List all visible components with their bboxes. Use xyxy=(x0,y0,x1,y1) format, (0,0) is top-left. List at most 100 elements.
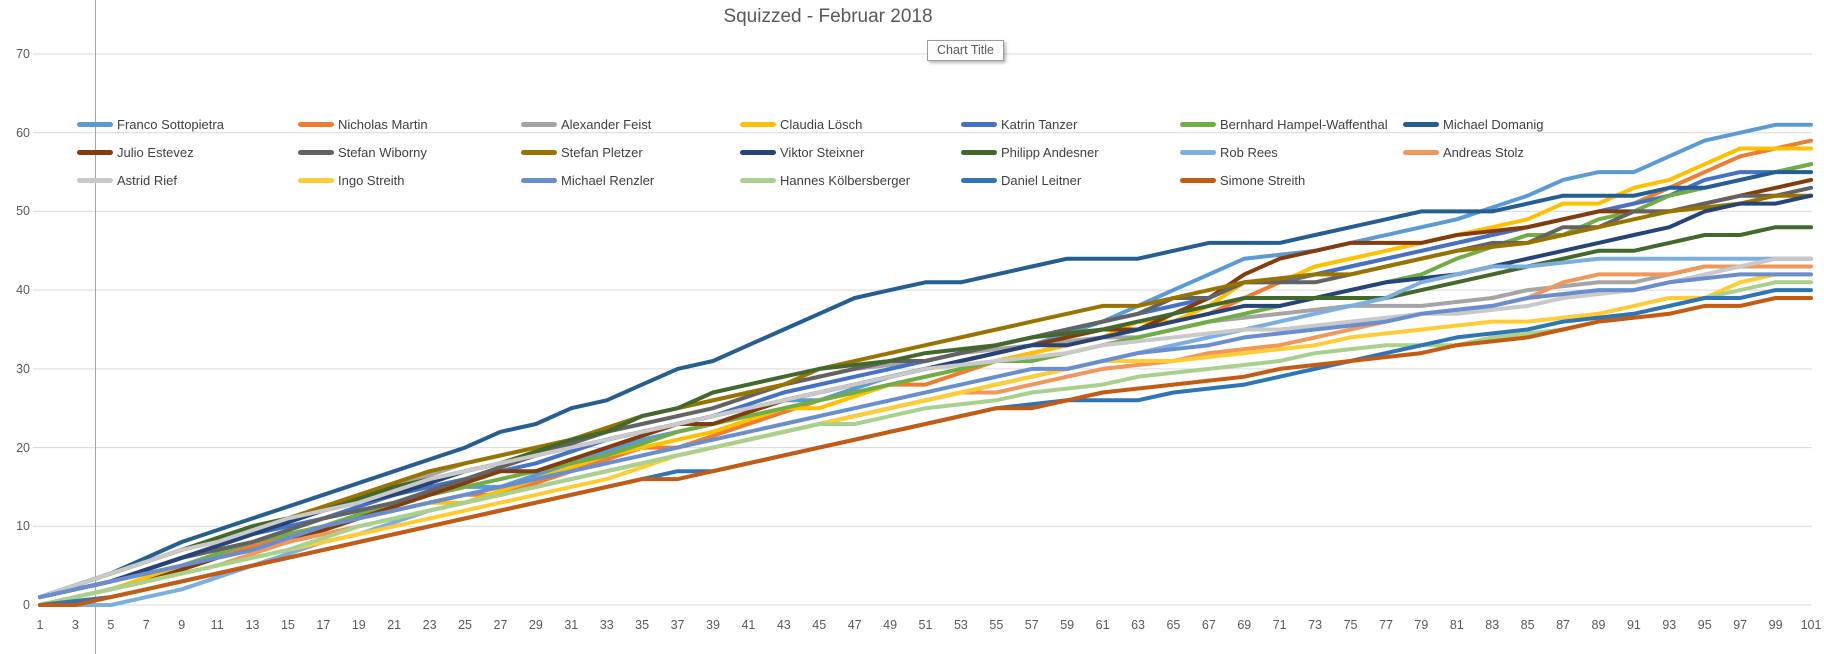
x-tick-label-25: 25 xyxy=(458,618,472,632)
x-tick-label-55: 55 xyxy=(989,618,1004,632)
x-tick-label-7: 7 xyxy=(142,618,150,632)
y-tick-label-10: 10 xyxy=(16,519,30,534)
legend-item-nicholas-martin[interactable]: Nicholas Martin xyxy=(298,115,428,133)
series-line-stefan-pletzer xyxy=(38,193,1813,600)
x-tick-label-65: 65 xyxy=(1166,618,1181,632)
legend-swatch xyxy=(298,121,334,127)
chart-title-tooltip: Chart Title xyxy=(927,40,1004,61)
legend-item-michael-domanig[interactable]: Michael Domanig xyxy=(1403,115,1543,133)
legend-swatch xyxy=(298,149,334,155)
legend-label: Julio Estevez xyxy=(117,144,194,160)
legend-item-katrin-tanzer[interactable]: Katrin Tanzer xyxy=(961,115,1077,133)
legend-item-viktor-steixner[interactable]: Viktor Steixner xyxy=(740,143,864,161)
x-tick-label-71: 71 xyxy=(1272,618,1287,632)
legend-swatch xyxy=(1180,177,1216,183)
x-tick-label-47: 47 xyxy=(847,618,862,632)
legend-item-astrid-rief[interactable]: Astrid Rief xyxy=(77,171,177,189)
x-tick-label-29: 29 xyxy=(528,618,543,632)
x-tick-label-101: 101 xyxy=(1800,618,1822,632)
x-tick-label-51: 51 xyxy=(918,618,933,632)
legend-item-rob-rees[interactable]: Rob Rees xyxy=(1180,143,1278,161)
legend-item-philipp-andesner[interactable]: Philipp Andesner xyxy=(961,143,1099,161)
x-tick-label-91: 91 xyxy=(1626,618,1641,632)
chart-title[interactable]: Squizzed - Februar 2018 xyxy=(723,6,933,27)
y-tick-label-70: 70 xyxy=(16,47,30,61)
x-tick-label-85: 85 xyxy=(1520,618,1535,632)
legend-swatch xyxy=(1180,121,1216,127)
x-tick-label-59: 59 xyxy=(1060,618,1075,632)
legend-item-daniel-leitner[interactable]: Daniel Leitner xyxy=(961,171,1081,189)
legend-item-simone-streith[interactable]: Simone Streith xyxy=(1180,171,1305,189)
legend-label: Bernhard Hampel-Waffenthal xyxy=(1220,116,1388,132)
legend-label: Michael Renzler xyxy=(561,172,655,188)
x-tick-label-1: 1 xyxy=(36,618,44,632)
legend-label: Ingo Streith xyxy=(338,172,405,188)
legend-label: Claudia Lösch xyxy=(780,116,863,132)
x-tick-label-35: 35 xyxy=(635,618,650,632)
x-tick-label-75: 75 xyxy=(1343,618,1358,632)
legend-item-alexander-feist[interactable]: Alexander Feist xyxy=(521,115,651,133)
x-tick-label-9: 9 xyxy=(178,618,186,632)
x-tick-label-19: 19 xyxy=(351,618,366,632)
x-tick-label-57: 57 xyxy=(1024,618,1039,632)
legend-item-ingo-streith[interactable]: Ingo Streith xyxy=(298,171,405,189)
legend-swatch xyxy=(1403,149,1439,155)
series-line-michael-domanig xyxy=(38,170,1813,600)
series-line-michael-renzler xyxy=(38,272,1813,600)
x-tick-label-93: 93 xyxy=(1662,618,1677,632)
y-tick-label-30: 30 xyxy=(16,361,30,376)
legend-swatch xyxy=(740,149,776,155)
legend-swatch xyxy=(77,121,113,127)
legend-label: Hannes Kölbersberger xyxy=(780,172,911,188)
legend-item-bernhard-hampel-waffenthal[interactable]: Bernhard Hampel-Waffenthal xyxy=(1180,115,1388,133)
legend-swatch xyxy=(740,177,776,183)
x-tick-label-61: 61 xyxy=(1095,618,1110,632)
legend-item-andreas-stolz[interactable]: Andreas Stolz xyxy=(1403,143,1524,161)
legend-label: Daniel Leitner xyxy=(1001,172,1082,188)
legend-item-franco-sottopietra[interactable]: Franco Sottopietra xyxy=(77,115,224,133)
x-tick-label-11: 11 xyxy=(210,618,224,632)
x-tick-label-73: 73 xyxy=(1308,618,1323,632)
legend-item-michael-renzler[interactable]: Michael Renzler xyxy=(521,171,654,189)
x-tick-label-21: 21 xyxy=(387,618,402,632)
legend-swatch xyxy=(961,121,997,127)
legend-swatch xyxy=(1403,121,1439,127)
x-tick-label-33: 33 xyxy=(599,618,614,632)
legend-swatch xyxy=(77,177,113,183)
y-tick-label-50: 50 xyxy=(16,204,30,219)
legend-label: Franco Sottopietra xyxy=(117,116,224,132)
x-tick-label-41: 41 xyxy=(741,618,756,632)
x-tick-label-31: 31 xyxy=(564,618,579,632)
legend-label: Simone Streith xyxy=(1220,172,1306,188)
x-tick-label-5: 5 xyxy=(107,618,115,632)
x-tick-label-67: 67 xyxy=(1201,618,1216,632)
series-line-simone-streith xyxy=(38,296,1813,607)
legend-swatch xyxy=(521,121,557,127)
y-tick-label-0: 0 xyxy=(23,598,30,612)
series-line-ingo-streith xyxy=(38,272,1813,607)
x-tick-label-81: 81 xyxy=(1449,618,1464,632)
legend-item-claudia-l-sch[interactable]: Claudia Lösch xyxy=(740,115,862,133)
x-tick-label-53: 53 xyxy=(953,618,968,632)
legend-label: Andreas Stolz xyxy=(1443,144,1524,160)
legend-item-stefan-pletzer[interactable]: Stefan Pletzer xyxy=(521,143,643,161)
x-tick-label-43: 43 xyxy=(776,618,791,632)
legend-label: Alexander Feist xyxy=(561,116,652,132)
x-tick-label-49: 49 xyxy=(883,618,898,632)
legend-item-stefan-wiborny[interactable]: Stefan Wiborny xyxy=(298,143,427,161)
legend-item-julio-estevez[interactable]: Julio Estevez xyxy=(77,143,194,161)
legend-swatch xyxy=(961,149,997,155)
x-tick-label-69: 69 xyxy=(1237,618,1252,632)
x-tick-label-95: 95 xyxy=(1697,618,1712,632)
x-tick-label-83: 83 xyxy=(1485,618,1500,632)
series-line-viktor-steixner xyxy=(38,193,1813,600)
legend-swatch xyxy=(521,149,557,155)
x-tick-label-63: 63 xyxy=(1131,618,1145,632)
legend-label: Stefan Pletzer xyxy=(561,144,643,160)
x-tick-label-27: 27 xyxy=(493,618,508,632)
x-tick-label-77: 77 xyxy=(1379,618,1393,632)
legend-item-hannes-k-lbersberger[interactable]: Hannes Kölbersberger xyxy=(740,171,910,189)
legend-label: Rob Rees xyxy=(1220,144,1278,160)
